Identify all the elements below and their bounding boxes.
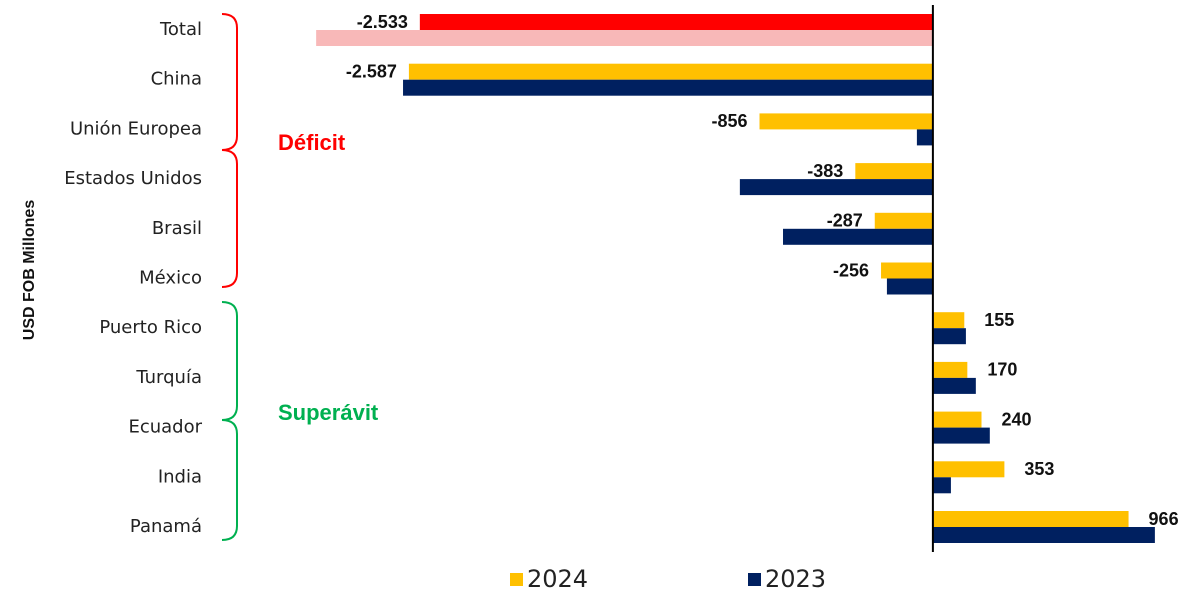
legend-swatch — [748, 573, 761, 586]
bar — [932, 477, 951, 494]
bar — [403, 79, 933, 96]
value-label: 170 — [987, 360, 1017, 380]
category-label: Panamá — [130, 516, 202, 537]
category-label: Total — [159, 19, 202, 40]
bar — [932, 377, 976, 394]
bar — [855, 163, 933, 180]
value-label: -383 — [807, 161, 843, 181]
bar — [932, 411, 982, 428]
bar — [881, 262, 933, 279]
value-label: -2.587 — [346, 61, 397, 81]
value-label: -856 — [711, 111, 747, 131]
category-label: Unión Europea — [70, 118, 202, 139]
bar — [408, 63, 933, 80]
bar — [759, 113, 933, 130]
category-label: Estados Unidos — [64, 168, 202, 189]
bar — [316, 30, 933, 46]
bar — [932, 312, 965, 329]
bar — [932, 427, 990, 444]
bar — [783, 228, 933, 245]
value-label: 240 — [1002, 409, 1032, 429]
y-axis-label: USD FOB Millones — [21, 200, 38, 341]
bar — [932, 527, 1155, 543]
category-label: México — [139, 268, 202, 289]
category-label: Ecuador — [128, 417, 202, 438]
annotation: Déficit — [278, 130, 346, 155]
value-label: 155 — [984, 310, 1014, 330]
category-label: Brasil — [152, 218, 202, 239]
legend-label: 2024 — [527, 565, 588, 593]
legend-label: 2023 — [765, 565, 826, 593]
bar — [932, 328, 966, 345]
category-label: Puerto Rico — [99, 317, 202, 338]
surplus-bracket — [221, 301, 238, 541]
bar — [874, 212, 933, 229]
annotation: Superávit — [278, 400, 379, 425]
value-label: -2.533 — [357, 12, 408, 32]
legend-swatch — [510, 573, 523, 586]
bar — [419, 14, 933, 30]
bar — [932, 511, 1129, 527]
deficit-bracket — [221, 13, 238, 288]
category-label: India — [158, 466, 202, 487]
bar — [932, 461, 1005, 478]
bar — [739, 179, 933, 196]
value-label: -287 — [827, 211, 863, 231]
category-label: Turquía — [135, 367, 202, 388]
value-label: 353 — [1024, 459, 1054, 479]
value-label: 966 — [1149, 509, 1179, 529]
bar — [916, 129, 933, 146]
bar — [886, 278, 933, 295]
value-label: -256 — [833, 260, 869, 280]
bar — [932, 361, 968, 378]
category-label: China — [151, 69, 202, 90]
